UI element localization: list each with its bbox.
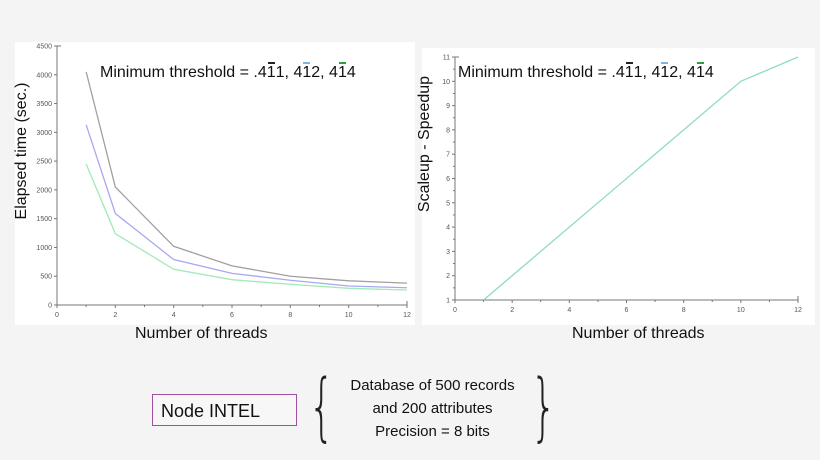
svg-text:12: 12 — [403, 312, 411, 319]
left-y-axis-title: Elapsed time (sec.) — [13, 82, 30, 220]
svg-text:6: 6 — [446, 176, 450, 183]
svg-text:5: 5 — [446, 200, 450, 207]
svg-text:11: 11 — [443, 55, 450, 62]
svg-text:4500: 4500 — [36, 44, 52, 51]
svg-text:8: 8 — [682, 307, 686, 314]
svg-text:10: 10 — [345, 312, 353, 319]
svg-text:10: 10 — [442, 79, 450, 86]
description-line-3: Precision = 8 bits — [375, 423, 490, 440]
left-brace: { — [308, 364, 335, 450]
description-line-2: and 200 attributes — [372, 400, 493, 417]
svg-text:4: 4 — [446, 225, 450, 232]
right-y-axis-title: Scaleup - Speedup — [416, 75, 433, 213]
dataset-description: Database of 500 records and 200 attribut… — [330, 374, 535, 443]
left-x-axis-title: Number of threads — [135, 325, 268, 342]
svg-text:2: 2 — [510, 307, 514, 314]
svg-text:12: 12 — [794, 307, 802, 314]
svg-text:4: 4 — [567, 307, 571, 314]
svg-text:1: 1 — [446, 298, 450, 305]
node-label-box: Node INTEL — [152, 394, 297, 426]
svg-text:500: 500 — [40, 274, 52, 281]
svg-text:2500: 2500 — [36, 159, 52, 166]
svg-text:6: 6 — [230, 312, 234, 319]
description-line-1: Database of 500 records — [350, 377, 515, 394]
svg-text:9: 9 — [446, 103, 450, 110]
svg-text:3500: 3500 — [36, 101, 52, 108]
svg-text:4: 4 — [172, 312, 176, 319]
svg-text:0: 0 — [55, 312, 59, 319]
svg-text:2000: 2000 — [36, 187, 52, 194]
elapsed-time-chart: 0 500 1000 1500 2000 2500 3000 3500 4000 4500 0 2 4 6… — [15, 42, 415, 325]
svg-text:10: 10 — [737, 307, 745, 314]
right-brace: } — [530, 364, 557, 450]
svg-text:8: 8 — [288, 312, 292, 319]
elapsed-time-plot: 0 500 1000 1500 2000 2500 3000 3500 4000 4500 0 2 4 6… — [36, 44, 411, 320]
svg-text:1500: 1500 — [36, 216, 52, 223]
svg-text:0: 0 — [453, 307, 457, 314]
svg-text:4000: 4000 — [36, 72, 52, 79]
svg-text:6: 6 — [625, 307, 629, 314]
svg-text:3000: 3000 — [36, 130, 52, 137]
svg-text:1000: 1000 — [36, 245, 52, 252]
right-x-axis-title: Number of threads — [572, 325, 705, 342]
svg-text:8: 8 — [446, 127, 450, 134]
speedup-chart: 1 2 3 4 5 6 7 8 9 10 11 0 2 4 6 8 10 12 Minimum threshold… — [422, 48, 815, 325]
svg-text:7: 7 — [446, 152, 450, 159]
right-threshold-label: Minimum threshold = .411, 412, 414 — [458, 62, 714, 81]
left-threshold-label: Minimum threshold = .411, 412, 414 — [100, 62, 356, 81]
svg-text:2: 2 — [446, 273, 450, 280]
svg-text:3: 3 — [446, 249, 450, 256]
svg-text:2: 2 — [113, 312, 117, 319]
svg-text:0: 0 — [48, 303, 52, 310]
